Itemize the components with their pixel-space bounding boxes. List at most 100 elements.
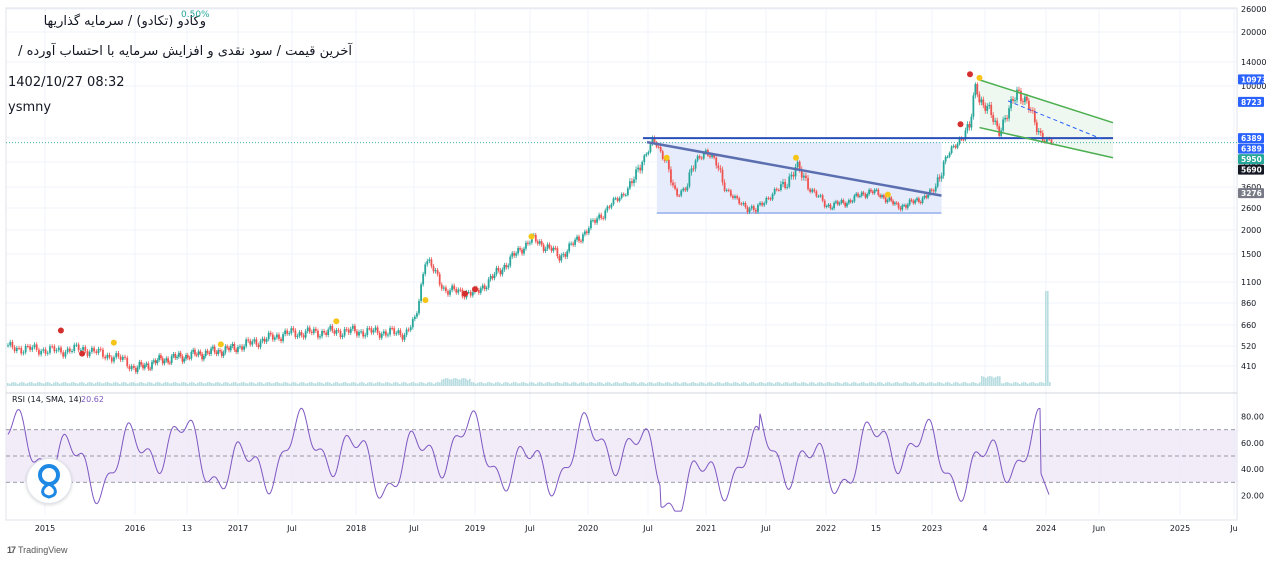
candle (709, 155, 711, 158)
volume-bar (299, 382, 301, 386)
candle (331, 325, 334, 331)
volume-bar (881, 382, 883, 386)
candle (329, 325, 332, 330)
volume-bar (771, 382, 773, 386)
candle (349, 328, 352, 333)
candle (592, 220, 594, 222)
volume-bar (999, 376, 1001, 386)
volume-bar (477, 382, 479, 386)
volume-bar (223, 382, 225, 386)
candle (771, 194, 774, 200)
candle (192, 349, 195, 352)
time-tick-label: Jul (760, 524, 771, 533)
volume-bar (259, 382, 261, 386)
candle (604, 210, 607, 219)
candle (376, 327, 379, 333)
candle (829, 204, 832, 209)
volume-bar (41, 382, 43, 386)
volume-bar (553, 383, 555, 386)
candle (257, 344, 260, 348)
candle (138, 361, 141, 368)
volume-bar (77, 383, 79, 386)
candle (1012, 98, 1014, 101)
candle (723, 182, 726, 191)
candle (395, 333, 398, 335)
chart-author: ysmny (8, 100, 52, 115)
volume-bar (213, 383, 215, 386)
volume-bar (995, 376, 997, 386)
candle (314, 328, 317, 331)
volume-bar (279, 383, 281, 386)
time-tick-label: 15 (871, 524, 881, 533)
candle (269, 332, 272, 335)
volume-bar (371, 382, 373, 386)
volume-bar (631, 382, 633, 386)
volume-bar (983, 376, 985, 386)
volume-bar (573, 382, 575, 386)
candle (833, 202, 835, 209)
candle (742, 202, 745, 205)
candle (501, 269, 504, 275)
volume-bar (867, 383, 869, 386)
volume-bar (671, 383, 673, 386)
candle (210, 348, 212, 354)
candle (624, 194, 627, 196)
volume-bar (57, 382, 59, 386)
volume-bar (1033, 382, 1035, 386)
volume-bar (775, 382, 777, 386)
candle (195, 354, 198, 356)
tradingview-brand[interactable]: 17 TradingView (7, 545, 68, 555)
volume-bar (617, 382, 619, 386)
candle (397, 330, 400, 334)
candle (566, 251, 569, 257)
volume-bar (739, 383, 741, 386)
candle (1018, 89, 1020, 91)
candle (568, 243, 571, 252)
candle (964, 130, 967, 140)
candle (629, 181, 631, 189)
candle (882, 195, 885, 198)
volume-bar (435, 382, 437, 386)
volume-bar (791, 383, 793, 386)
volume-bar (749, 382, 751, 386)
price-tag-label: 10973 (1241, 75, 1267, 84)
candle (1010, 98, 1012, 109)
signal-marker (462, 290, 469, 297)
volume-bar (275, 382, 277, 386)
candle (600, 214, 603, 218)
volume-bar (567, 382, 569, 386)
candle (570, 243, 573, 245)
candle (678, 195, 681, 197)
volume-bar (331, 383, 333, 386)
volume-bar (847, 382, 849, 386)
volume-bar (1031, 382, 1033, 386)
candle (974, 84, 977, 96)
volume-bar (641, 382, 643, 386)
candle (290, 328, 293, 334)
volume-bar (411, 382, 413, 386)
volume-bar (165, 382, 167, 386)
volume-bar (911, 382, 913, 386)
volume-bar (59, 383, 61, 386)
candle (416, 313, 418, 317)
volume-bar (403, 382, 405, 386)
candle (220, 351, 223, 356)
volume-bar (301, 382, 303, 386)
candle (942, 161, 945, 176)
volume-bar (729, 383, 731, 386)
volume-bar (197, 382, 199, 386)
candle (11, 342, 14, 348)
candle (734, 196, 736, 198)
volume-bar (217, 382, 219, 386)
volume-bar (311, 382, 313, 386)
candle (899, 207, 902, 210)
candle (1041, 132, 1044, 141)
candle (310, 331, 313, 333)
volume-bar (517, 383, 519, 386)
candle (358, 331, 360, 336)
volume-bar (47, 382, 49, 386)
candle (430, 259, 433, 267)
volume-bar (337, 382, 339, 386)
volume-bar (695, 383, 697, 386)
